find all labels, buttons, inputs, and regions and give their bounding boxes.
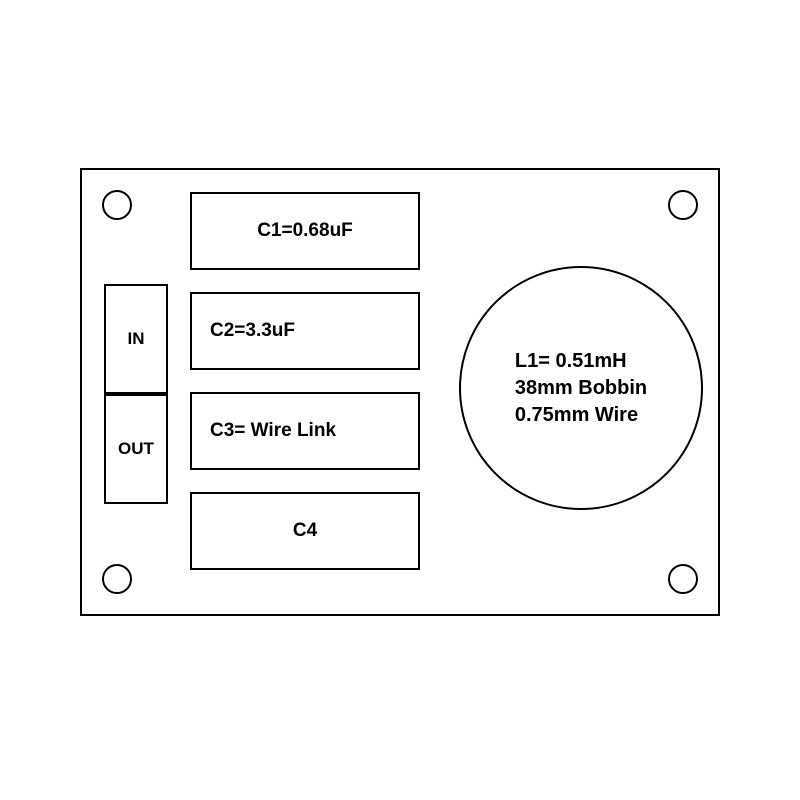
terminal-in-label: IN bbox=[128, 329, 145, 349]
mount-hole-br bbox=[668, 564, 698, 594]
cap-c4: C4 bbox=[190, 492, 420, 570]
inductor-l1: L1= 0.51mH 38mm Bobbin 0.75mm Wire bbox=[459, 266, 703, 510]
cap-c4-label: C4 bbox=[293, 520, 317, 542]
mount-hole-tl bbox=[102, 190, 132, 220]
mount-hole-tr bbox=[668, 190, 698, 220]
cap-c2-label: C2=3.3uF bbox=[210, 320, 295, 342]
cap-c1-label: C1=0.68uF bbox=[257, 220, 353, 242]
inductor-l1-label: L1= 0.51mH 38mm Bobbin 0.75mm Wire bbox=[515, 348, 647, 429]
terminal-in: IN bbox=[104, 284, 168, 394]
cap-c3: C3= Wire Link bbox=[190, 392, 420, 470]
mount-hole-bl bbox=[102, 564, 132, 594]
terminal-out-label: OUT bbox=[118, 439, 154, 459]
cap-c1: C1=0.68uF bbox=[190, 192, 420, 270]
cap-c2: C2=3.3uF bbox=[190, 292, 420, 370]
terminal-out: OUT bbox=[104, 394, 168, 504]
cap-c3-label: C3= Wire Link bbox=[210, 420, 336, 442]
